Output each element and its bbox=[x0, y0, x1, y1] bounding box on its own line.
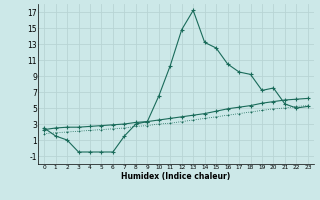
X-axis label: Humidex (Indice chaleur): Humidex (Indice chaleur) bbox=[121, 172, 231, 181]
